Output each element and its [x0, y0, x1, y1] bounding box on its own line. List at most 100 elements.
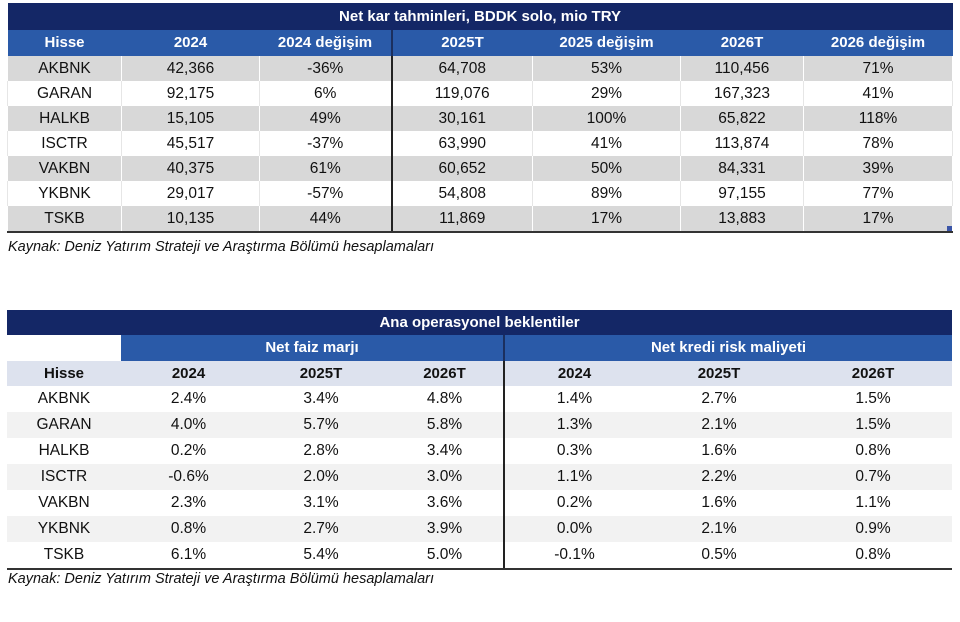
value-cell: 61%: [259, 156, 392, 181]
value-cell: 97,155: [680, 181, 804, 206]
value-cell: -0.6%: [121, 464, 256, 490]
resize-handle-icon: [947, 226, 952, 230]
table-row: HALKB 0.2% 2.8% 3.4% 0.3% 1.6% 0.8%: [7, 438, 953, 464]
column-header: 2024: [121, 30, 260, 56]
value-cell: 40,375: [121, 156, 260, 181]
ticker-cell: YKBNK: [7, 516, 121, 542]
value-cell: 84,331: [680, 156, 804, 181]
value-cell: -0.1%: [503, 542, 644, 570]
value-cell: 17%: [802, 206, 954, 233]
ticker-cell: GARAN: [7, 412, 121, 438]
value-cell: 0.2%: [121, 438, 256, 464]
table-body: AKBNK 42,366 -36% 64,708 53% 110,456 71% GARAN 9…: [7, 56, 954, 233]
value-cell: 1.1%: [503, 464, 644, 490]
value-cell: 2.1%: [644, 516, 794, 542]
value-cell: -37%: [259, 131, 392, 156]
value-cell: 100%: [532, 106, 681, 131]
column-header: 2024: [503, 361, 644, 386]
value-cell: 41%: [802, 81, 954, 106]
value-cell: 2.1%: [644, 412, 794, 438]
value-cell: 1.3%: [503, 412, 644, 438]
ticker-cell: AKBNK: [7, 386, 121, 412]
value-cell: 5.8%: [386, 412, 504, 438]
value-cell: 44%: [259, 206, 392, 233]
value-cell: -57%: [259, 181, 392, 206]
source-note: Kaynak: Deniz Yatırım Strateji ve Araştı…: [8, 571, 435, 587]
value-cell: 1.4%: [503, 386, 644, 412]
value-cell: 17%: [532, 206, 681, 233]
value-cell: 45,517: [121, 131, 260, 156]
value-cell: 0.7%: [794, 464, 953, 490]
value-cell: 64,708: [390, 56, 533, 81]
value-cell: 13,883: [680, 206, 804, 233]
value-cell: 3.9%: [386, 516, 504, 542]
value-cell: 0.5%: [644, 542, 794, 570]
value-cell: 39%: [802, 156, 954, 181]
ticker-cell: VAKBN: [7, 156, 122, 181]
value-cell: 0.9%: [794, 516, 953, 542]
value-cell: 4.8%: [386, 386, 504, 412]
value-cell: 2.2%: [644, 464, 794, 490]
value-cell: 1.5%: [794, 412, 953, 438]
group-header-blank: [7, 335, 121, 361]
value-cell: 2.7%: [256, 516, 386, 542]
value-cell: 1.1%: [794, 490, 953, 516]
value-cell: 5.0%: [386, 542, 504, 570]
ticker-cell: ISCTR: [7, 464, 121, 490]
value-cell: 1.6%: [644, 490, 794, 516]
value-cell: 5.7%: [256, 412, 386, 438]
operational-expectations-table: Ana operasyonel beklentiler Net faiz mar…: [7, 310, 953, 570]
value-cell: 50%: [532, 156, 681, 181]
table-row: GARAN 4.0% 5.7% 5.8% 1.3% 2.1% 1.5%: [7, 412, 953, 438]
table-row: AKBNK 42,366 -36% 64,708 53% 110,456 71%: [7, 56, 954, 81]
table-row: VAKBN 40,375 61% 60,652 50% 84,331 39%: [7, 156, 954, 181]
value-cell: 2.3%: [121, 490, 256, 516]
ticker-cell: GARAN: [7, 81, 122, 106]
ticker-cell: VAKBN: [7, 490, 121, 516]
column-header: 2026 değişim: [803, 30, 953, 56]
value-cell: 3.0%: [386, 464, 504, 490]
column-header: Hisse: [7, 30, 122, 56]
net-profit-forecast-table: Net kar tahminleri, BDDK solo, mio TRY H…: [7, 3, 954, 233]
ticker-cell: TSKB: [7, 206, 122, 233]
value-cell: 71%: [802, 56, 954, 81]
value-cell: 15,105: [121, 106, 260, 131]
column-header: 2024: [121, 361, 256, 386]
value-cell: 41%: [532, 131, 681, 156]
table-row: YKBNK 0.8% 2.7% 3.9% 0.0% 2.1% 0.9%: [7, 516, 953, 542]
group-header-net-credit-risk-cost: Net kredi risk maliyeti: [502, 335, 953, 361]
table-title-row: Ana operasyonel beklentiler: [7, 310, 953, 335]
value-cell: 6.1%: [121, 542, 256, 570]
column-header: 2025 değişim: [532, 30, 681, 56]
column-header: 2025T: [256, 361, 386, 386]
value-cell: 54,808: [390, 181, 533, 206]
value-cell: 63,990: [390, 131, 533, 156]
column-header: 2024 değişim: [259, 30, 392, 56]
value-cell: 1.6%: [644, 438, 794, 464]
column-header: 2026T: [386, 361, 504, 386]
value-cell: 29%: [532, 81, 681, 106]
value-cell: 2.4%: [121, 386, 256, 412]
value-cell: -36%: [259, 56, 392, 81]
value-cell: 118%: [802, 106, 954, 131]
column-header: 2025T: [390, 30, 533, 56]
table-row: HALKB 15,105 49% 30,161 100% 65,822 118%: [7, 106, 954, 131]
value-cell: 77%: [802, 181, 954, 206]
table-row: TSKB 10,135 44% 11,869 17% 13,883 17%: [7, 206, 954, 233]
value-cell: 42,366: [121, 56, 260, 81]
table-row: AKBNK 2.4% 3.4% 4.8% 1.4% 2.7% 1.5%: [7, 386, 953, 412]
value-cell: 2.8%: [256, 438, 386, 464]
value-cell: 2.7%: [644, 386, 794, 412]
column-header: Hisse: [7, 361, 121, 386]
table-title: Net kar tahminleri, BDDK solo, mio TRY: [7, 3, 953, 30]
table-body: AKBNK 2.4% 3.4% 4.8% 1.4% 2.7% 1.5% GARAN 4.0% 5.…: [7, 386, 953, 570]
value-cell: 53%: [532, 56, 681, 81]
value-cell: 29,017: [121, 181, 260, 206]
value-cell: 92,175: [121, 81, 260, 106]
value-cell: 0.8%: [794, 542, 953, 570]
value-cell: 119,076: [390, 81, 533, 106]
source-note: Kaynak: Deniz Yatırım Strateji ve Araştı…: [8, 239, 435, 255]
column-header-row: Hisse 2024 2024 değişim 2025T 2025 değişim 20…: [7, 30, 953, 56]
table-row: GARAN 92,175 6% 119,076 29% 167,323 41%: [7, 81, 954, 106]
value-cell: 60,652: [390, 156, 533, 181]
